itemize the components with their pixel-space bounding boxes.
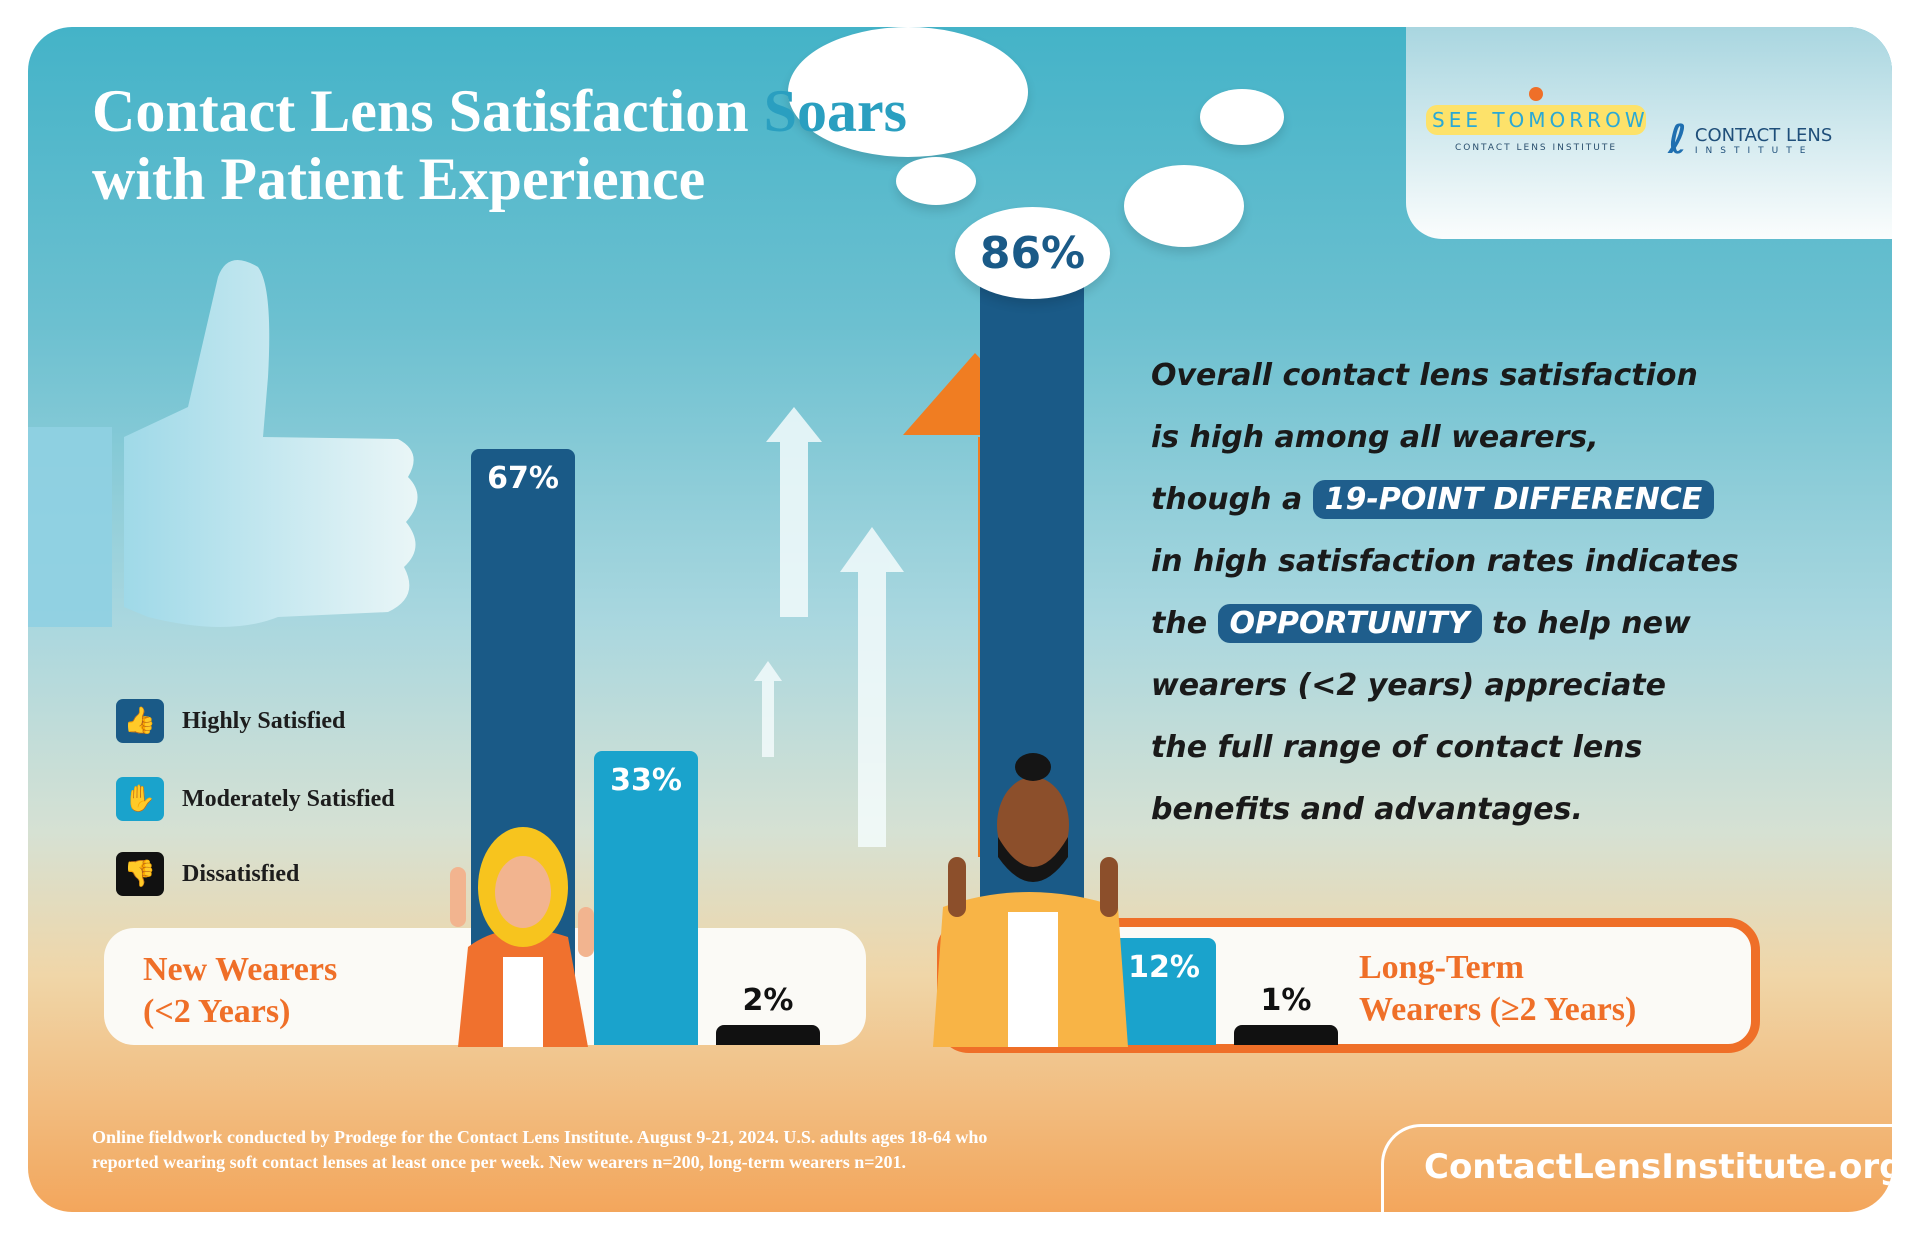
see-tomorrow-text: SEE TOMORROW: [1426, 105, 1646, 135]
cloud-decoration: [788, 27, 1028, 157]
up-arrow-icon: [840, 527, 904, 572]
up-arrow-icon: [780, 437, 808, 617]
bar-long-dissatisfied: [1234, 1025, 1338, 1045]
thumb-sideways-icon: ✋: [116, 777, 164, 821]
footnote-line: Online fieldwork conducted by Prodege fo…: [92, 1127, 988, 1147]
text: though a: [1151, 482, 1303, 517]
up-arrow-icon: [858, 567, 886, 847]
title-line-2: with Patient Experience: [92, 146, 706, 212]
text: to help new: [1491, 606, 1691, 641]
lens-cloud-icon: [896, 157, 976, 205]
logo-panel: SEE TOMORROW CONTACT LENS INSTITUTE ℓ CO…: [1406, 27, 1892, 239]
bar-label-new-dissatisfied: 2%: [742, 983, 794, 1018]
group-label-line: Long-Term: [1359, 949, 1524, 986]
cloud-86-label: 86%: [955, 207, 1110, 299]
bar-long-moderately: [1112, 938, 1216, 1045]
up-arrow-icon: [754, 661, 782, 681]
see-tomorrow-logo: SEE TOMORROW CONTACT LENS INSTITUTE: [1426, 87, 1646, 153]
long-term-label: Long-Term Wearers (≥2 Years): [1359, 947, 1636, 1031]
highlight-opportunity: OPPORTUNITY: [1217, 604, 1482, 643]
paragraph-line: wearers (<2 years) appreciate: [1151, 668, 1666, 703]
cli-sub: INSTITUTE: [1694, 145, 1814, 156]
paragraph-line: in high satisfaction rates indicates: [1151, 544, 1739, 579]
bar-label-long-moderately: 12%: [1128, 950, 1200, 986]
bar-label-new-highly: 67%: [487, 460, 559, 496]
legend-item-moderately: ✋ Moderately Satisfied: [116, 777, 395, 821]
up-arrow-icon: [762, 677, 774, 757]
legend-label: Dissatisfied: [182, 860, 300, 887]
url-box: ContactLensInstitute.org: [1381, 1124, 1892, 1212]
cli-logo-icon: ℓ: [1668, 117, 1687, 163]
highlight-19-point: 19-POINT DIFFERENCE: [1312, 480, 1715, 519]
man-thumbs-up-illustration: [933, 753, 1128, 1047]
cli-logo: ℓ CONTACT LENS INSTITUTE: [1668, 117, 1832, 163]
website-link[interactable]: ContactLensInstitute.org: [1424, 1147, 1892, 1187]
legend-label: Moderately Satisfied: [182, 785, 395, 812]
footnote-line: reported wearing soft contact lenses at …: [92, 1152, 906, 1172]
legend-item-highly: 👍 Highly Satisfied: [116, 699, 345, 743]
legend-item-dissatisfied: 👎 Dissatisfied: [116, 852, 299, 896]
thumbs-up-icon: 👍: [116, 699, 164, 743]
bar-label-long-highly: 86%: [979, 227, 1086, 279]
title-highlight: Soars: [763, 78, 908, 144]
infographic: Contact Lens Satisfaction Soars with Pat…: [28, 27, 1892, 1212]
paragraph-line: though a 19-POINT DIFFERENCE: [1151, 469, 1771, 531]
cli-text: CONTACT LENS: [1694, 124, 1833, 146]
bar-label-new-moderately: 33%: [610, 763, 682, 799]
lens-cloud-icon: [1124, 165, 1244, 247]
group-label-line: Wearers (≥2 Years): [1359, 991, 1637, 1028]
legend-label: Highly Satisfied: [182, 707, 346, 734]
text: the: [1151, 606, 1208, 641]
bar-label-long-dissatisfied: 1%: [1260, 983, 1312, 1018]
group-label-line: New Wearers: [143, 951, 338, 988]
paragraph-line: is high among all wearers,: [1151, 420, 1599, 455]
summary-paragraph: Overall contact lens satisfaction is hig…: [1151, 345, 1771, 841]
paragraph-line: the full range of contact lens: [1151, 730, 1643, 765]
footnote: Online fieldwork conducted by Prodege fo…: [92, 1125, 1352, 1175]
woman-thumbs-up-illustration: [450, 827, 594, 1047]
bar-new-dissatisfied: [716, 1025, 820, 1045]
lens-cloud-icon: [1200, 89, 1284, 145]
thumbs-down-icon: 👎: [116, 852, 164, 896]
new-wearers-label: New Wearers (<2 Years): [143, 949, 337, 1033]
page-title: Contact Lens Satisfaction Soars with Pat…: [92, 77, 907, 213]
paragraph-line: benefits and advantages.: [1151, 792, 1583, 827]
see-tomorrow-sub: CONTACT LENS INSTITUTE: [1454, 143, 1618, 153]
title-line-1: Contact Lens Satisfaction: [92, 78, 749, 144]
group-label-line: (<2 Years): [143, 993, 291, 1030]
paragraph-line: Overall contact lens satisfaction: [1151, 358, 1698, 393]
up-arrow-icon: [766, 407, 822, 442]
paragraph-line: the OPPORTUNITY to help new: [1151, 593, 1771, 655]
thumbs-up-decoration-icon: [28, 259, 418, 627]
bar-new-moderately: [594, 751, 698, 1045]
